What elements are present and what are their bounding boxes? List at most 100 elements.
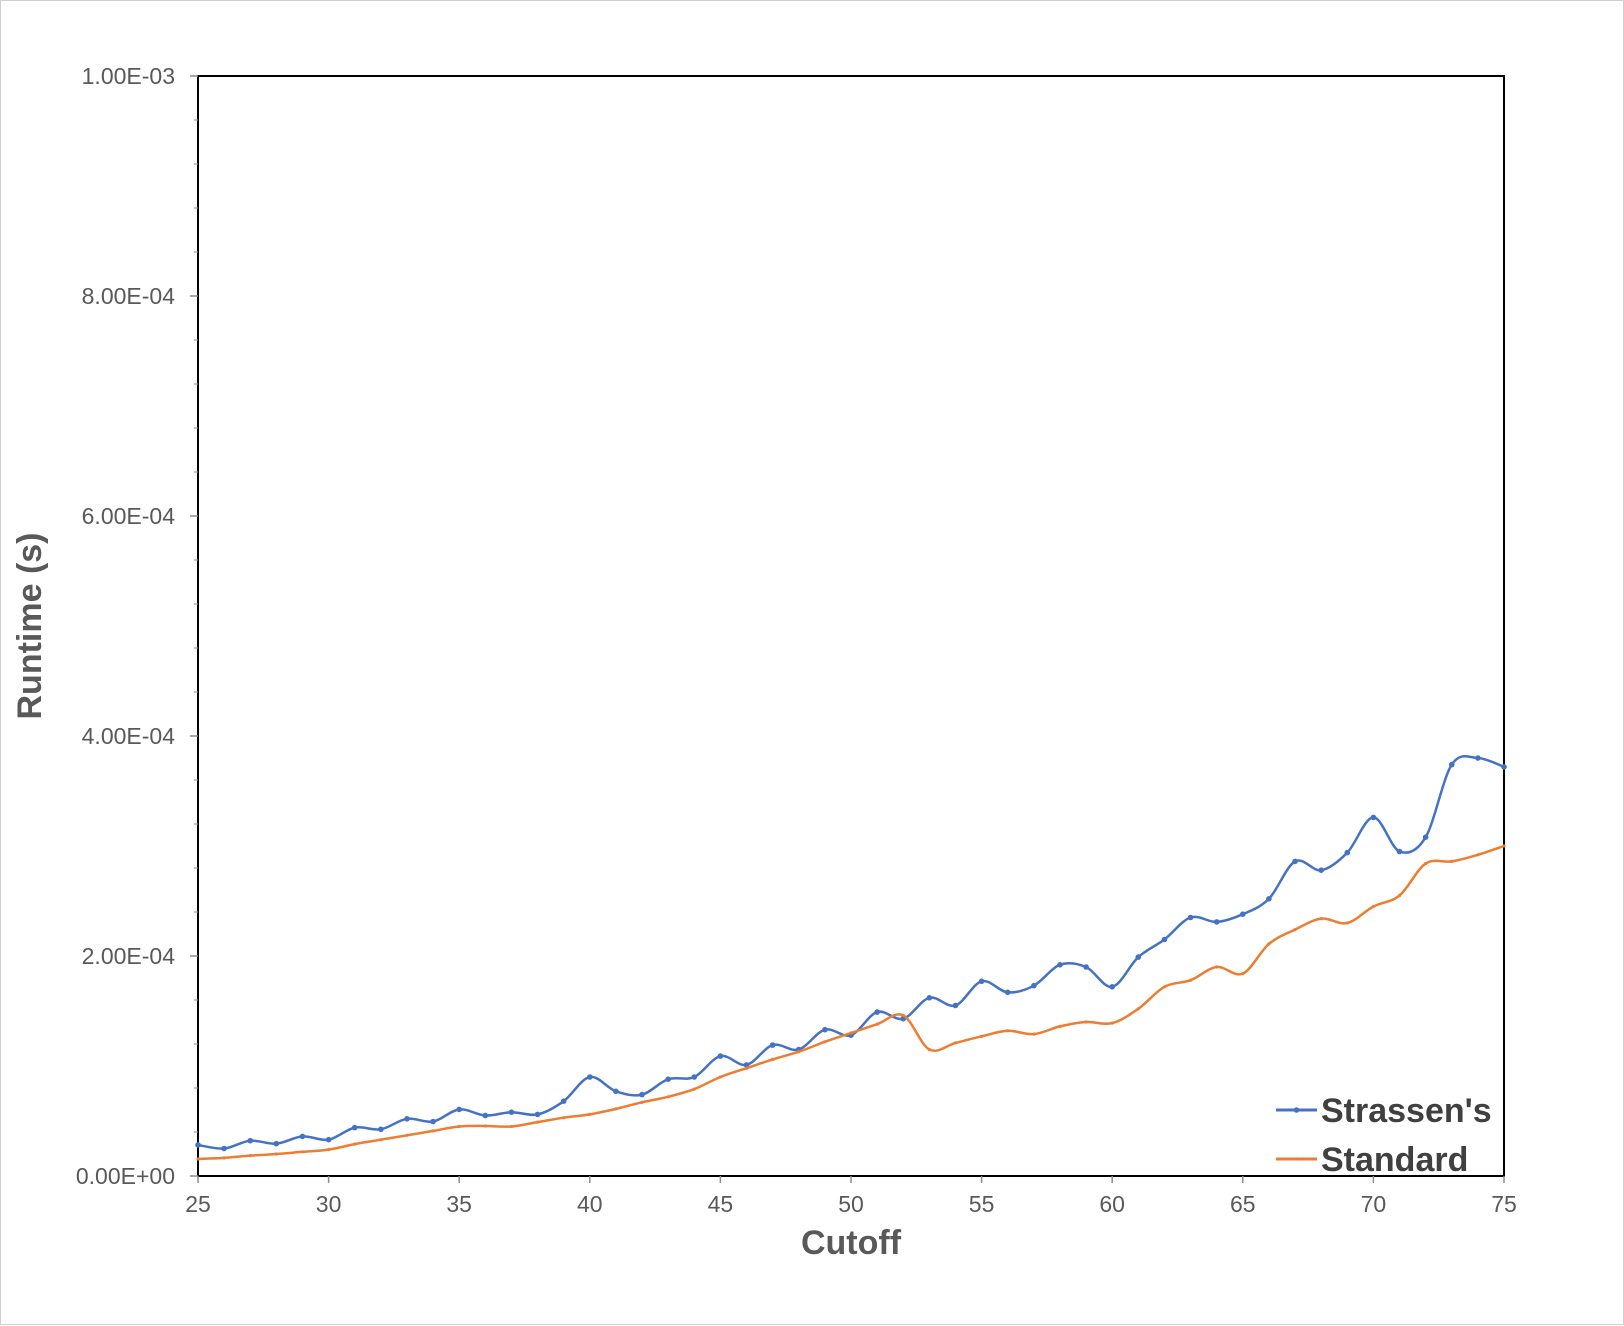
data-point-standard (1241, 972, 1245, 976)
data-point-standard (1424, 862, 1428, 866)
x-tick-label: 45 (708, 1191, 734, 1217)
data-point-standard (849, 1031, 853, 1035)
data-point-standard (1006, 1029, 1010, 1033)
data-point-strassens (1057, 962, 1063, 968)
data-point-strassens (456, 1106, 463, 1113)
data-point-standard (1110, 1021, 1114, 1025)
x-tick-label: 50 (838, 1191, 864, 1217)
data-point-standard (1136, 1007, 1140, 1011)
data-point-strassens (613, 1088, 619, 1095)
data-point-strassens (1344, 849, 1351, 856)
data-point-standard (535, 1120, 540, 1124)
y-tick-label: 8.00E-04 (82, 283, 176, 309)
data-point-standard (823, 1040, 827, 1044)
data-point-standard (980, 1034, 984, 1038)
data-point-standard (771, 1057, 775, 1061)
data-point-strassens (430, 1118, 436, 1125)
data-point-standard (1162, 985, 1167, 989)
data-point-strassens (743, 1062, 750, 1068)
data-point-strassens (1187, 914, 1194, 921)
x-tick-label: 70 (1361, 1191, 1387, 1217)
x-tick-label: 40 (577, 1191, 603, 1217)
series-line-strassens (197, 754, 1505, 1150)
data-point-strassens (508, 1109, 515, 1115)
data-point-standard (483, 1124, 487, 1128)
data-point-standard (744, 1066, 749, 1070)
legend-marker-standard (1294, 1157, 1299, 1161)
data-point-strassens (639, 1091, 645, 1098)
y-axis-ticks: 0.00E+00 2.00E-04 4.00E-04 6.00E-04 8.00E-04… (76, 63, 198, 1189)
data-point-standard (457, 1124, 461, 1129)
data-point-strassens (717, 1053, 724, 1059)
legend-marker-strassens (1293, 1107, 1300, 1113)
data-point-standard (300, 1150, 305, 1154)
data-point-standard (222, 1156, 226, 1160)
data-point-standard (588, 1112, 592, 1116)
data-point-standard (1502, 844, 1506, 848)
data-point-strassens (1318, 867, 1324, 873)
data-point-standard (1293, 928, 1297, 932)
y-tick-label: 6.00E-04 (82, 503, 176, 529)
series-strassens (195, 754, 1507, 1152)
data-point-strassens (247, 1137, 254, 1144)
data-point-standard (640, 1100, 644, 1104)
data-point-standard (1371, 904, 1375, 909)
data-point-strassens (1240, 911, 1246, 917)
data-point-strassens (1475, 755, 1481, 761)
data-point-strassens (1161, 936, 1168, 943)
data-point-standard (196, 1157, 200, 1161)
data-point-standard (327, 1148, 331, 1152)
data-point-strassens (952, 1002, 959, 1009)
y-tick-label: 1.00E-03 (82, 63, 175, 89)
data-point-strassens (691, 1074, 698, 1080)
data-point-standard (1450, 859, 1454, 864)
legend-label-strassens: Strassen's (1321, 1092, 1492, 1130)
data-point-standard (1058, 1024, 1062, 1028)
data-point-strassens (874, 1009, 880, 1015)
data-point-standard (953, 1041, 958, 1045)
data-point-standard (797, 1050, 801, 1054)
data-point-standard (431, 1129, 435, 1133)
data-point-strassens (978, 978, 985, 985)
x-tick-label: 25 (185, 1191, 211, 1217)
data-point-strassens (769, 1042, 776, 1048)
data-point-standard (1084, 1020, 1088, 1024)
data-point-strassens (1109, 984, 1115, 990)
data-point-standard (405, 1133, 409, 1137)
data-point-standard (718, 1075, 723, 1079)
series-layer (195, 754, 1507, 1161)
data-point-standard (614, 1107, 618, 1111)
data-point-standard (927, 1047, 931, 1052)
data-point-standard (353, 1142, 357, 1146)
y-axis-title: Runtime (s) (11, 533, 49, 720)
data-point-strassens (1370, 814, 1377, 821)
x-tick-label: 35 (446, 1191, 472, 1217)
data-point-strassens (1213, 919, 1220, 925)
data-point-strassens (1501, 764, 1507, 770)
data-point-strassens (534, 1111, 541, 1118)
data-point-standard (666, 1095, 670, 1099)
data-point-strassens (1292, 858, 1298, 865)
legend-label-standard: Standard (1321, 1141, 1468, 1179)
y-tick-label: 0.00E+00 (76, 1163, 175, 1189)
data-point-standard (1319, 917, 1323, 921)
data-point-strassens (926, 995, 933, 1001)
data-point-strassens (404, 1116, 410, 1122)
data-point-standard (248, 1154, 252, 1158)
data-point-strassens (822, 1026, 828, 1033)
data-point-standard (1345, 921, 1349, 925)
data-point-strassens (1266, 896, 1272, 902)
x-tick-label: 30 (316, 1191, 342, 1217)
data-point-strassens (378, 1126, 384, 1133)
data-point-standard (692, 1087, 696, 1091)
x-tick-label: 75 (1491, 1191, 1517, 1217)
data-point-standard (875, 1022, 879, 1026)
data-point-standard (379, 1138, 383, 1142)
data-point-strassens (1448, 761, 1455, 768)
data-point-standard (274, 1152, 278, 1156)
x-tick-label: 65 (1230, 1191, 1256, 1217)
data-point-strassens (482, 1112, 489, 1119)
x-tick-label: 55 (969, 1191, 995, 1217)
data-point-strassens (221, 1145, 227, 1152)
